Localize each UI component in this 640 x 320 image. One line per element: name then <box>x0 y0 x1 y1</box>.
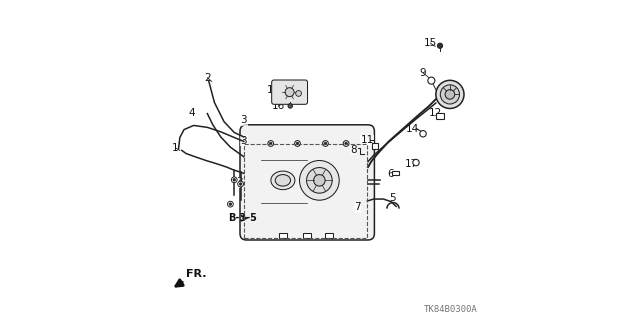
Text: 3: 3 <box>241 115 247 125</box>
Circle shape <box>238 181 243 187</box>
Circle shape <box>229 203 232 205</box>
Ellipse shape <box>271 171 295 190</box>
Circle shape <box>343 140 349 146</box>
Circle shape <box>228 201 234 207</box>
Bar <box>372 143 378 149</box>
Text: 16: 16 <box>272 101 285 111</box>
Circle shape <box>413 159 419 166</box>
Circle shape <box>294 140 300 146</box>
Text: 7: 7 <box>355 202 361 212</box>
Bar <box>279 233 287 238</box>
Text: 13: 13 <box>267 84 280 95</box>
Text: 14: 14 <box>406 124 419 134</box>
Text: 3: 3 <box>236 177 243 188</box>
Circle shape <box>285 88 294 97</box>
Circle shape <box>296 142 299 145</box>
Bar <box>392 171 399 175</box>
Text: 9: 9 <box>420 68 426 78</box>
Circle shape <box>268 140 274 146</box>
Circle shape <box>420 131 426 137</box>
Bar <box>244 144 367 238</box>
Text: 17: 17 <box>404 159 418 169</box>
FancyBboxPatch shape <box>272 80 307 104</box>
Text: 10: 10 <box>442 91 455 101</box>
Circle shape <box>233 179 236 181</box>
Circle shape <box>307 168 332 193</box>
Bar <box>436 113 444 119</box>
Circle shape <box>269 142 272 145</box>
Circle shape <box>288 104 292 108</box>
Circle shape <box>314 175 325 186</box>
Circle shape <box>296 91 301 96</box>
Circle shape <box>232 177 237 183</box>
Text: 8: 8 <box>350 145 357 155</box>
Text: B-3-5: B-3-5 <box>228 213 257 223</box>
Text: 5: 5 <box>390 193 396 203</box>
Text: 2: 2 <box>204 73 211 83</box>
Text: 1: 1 <box>172 143 179 153</box>
Circle shape <box>324 142 326 145</box>
Text: 3: 3 <box>241 136 247 146</box>
Circle shape <box>428 77 435 84</box>
Circle shape <box>345 142 348 145</box>
Text: 11: 11 <box>361 135 374 145</box>
Text: TK84B0300A: TK84B0300A <box>424 305 477 314</box>
Text: FR.: FR. <box>186 269 207 279</box>
FancyBboxPatch shape <box>240 125 374 240</box>
Circle shape <box>323 140 328 146</box>
Circle shape <box>438 43 443 48</box>
Bar <box>325 233 333 238</box>
Text: 15: 15 <box>424 38 437 48</box>
Circle shape <box>436 80 464 108</box>
Circle shape <box>445 90 455 99</box>
Ellipse shape <box>275 175 291 186</box>
Circle shape <box>300 161 339 200</box>
Text: 12: 12 <box>429 108 442 118</box>
Circle shape <box>239 183 242 185</box>
Circle shape <box>440 85 460 104</box>
Bar <box>303 233 311 238</box>
Text: 6: 6 <box>388 169 394 180</box>
Text: 4: 4 <box>188 108 195 118</box>
